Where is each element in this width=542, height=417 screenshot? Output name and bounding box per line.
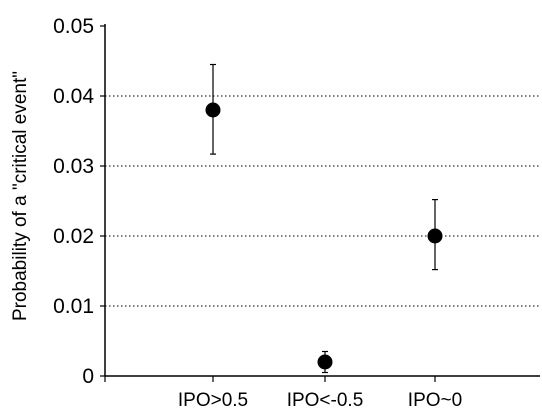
data-points <box>205 102 443 370</box>
y-axis-title: Probability of a "critical event" <box>10 71 31 321</box>
x-tick-label: IPO>0.5 <box>178 390 248 411</box>
data-point <box>317 354 333 370</box>
data-point <box>205 102 221 118</box>
y-tick-label: 0.04 <box>53 85 94 108</box>
y-tick-label: 0 <box>82 365 94 388</box>
y-tick-label: 0.05 <box>53 15 94 38</box>
x-tick-label: IPO<-0.5 <box>287 390 364 411</box>
error-bars <box>210 63 438 374</box>
y-tick-label: 0.02 <box>53 225 94 248</box>
data-point <box>427 228 443 244</box>
x-tick-labels: IPO>0.5 IPO<-0.5 IPO~0 <box>178 390 462 411</box>
axes <box>100 24 540 382</box>
y-tick-labels: 0 0.01 0.02 0.03 0.04 0.05 <box>53 15 94 388</box>
y-tick-label: 0.03 <box>53 155 94 178</box>
gridlines <box>105 95 540 307</box>
x-tick-label: IPO~0 <box>408 390 462 411</box>
y-tick-label: 0.01 <box>53 295 94 318</box>
